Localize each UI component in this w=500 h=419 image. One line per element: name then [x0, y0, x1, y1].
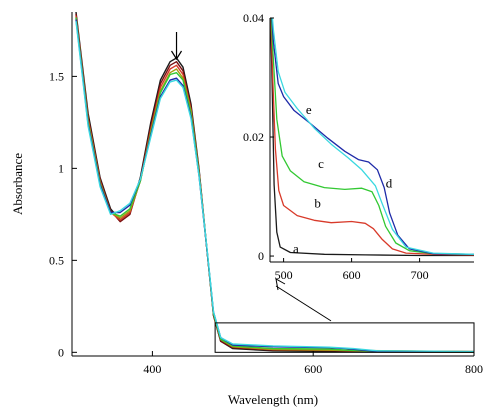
- inset-plot: 500 600 700 0 0.02 0.04 a b c d e: [243, 11, 475, 322]
- inset-series-c: [270, 18, 474, 255]
- main-y-tick-label: 1.5: [49, 69, 64, 83]
- main-y-axis-title: Absorbance: [10, 153, 25, 215]
- inset-curve-label-b: b: [314, 196, 321, 211]
- inset-pointer-head: [275, 278, 286, 291]
- main-y-tick-label: 0: [58, 345, 64, 359]
- inset-series-a: [270, 18, 474, 257]
- main-x-axis-title: Wavelength (nm): [228, 392, 318, 407]
- inset-series-group: [270, 18, 474, 257]
- inset-series-b: [270, 18, 474, 256]
- peak-arrow-head: [171, 50, 183, 61]
- zoom-box: [214, 322, 475, 353]
- inset-curve-label-d: d: [386, 175, 393, 190]
- main-series-cyan: [75, 21, 474, 353]
- inset-curve-label-a: a: [293, 241, 299, 256]
- inset-series-e: [271, 18, 474, 255]
- inset-y-tick-label: 0.02: [243, 130, 264, 144]
- main-series-group: [75, 12, 474, 353]
- inset-y-tick-label: 0: [258, 249, 264, 263]
- inset-x-tick-label: 600: [343, 268, 361, 282]
- inset-pointer-line: [275, 285, 332, 322]
- inset-x-tick-label: 700: [411, 268, 429, 282]
- main-series-green: [75, 17, 474, 353]
- inset-curve-label-c: c: [318, 156, 324, 171]
- main-x-tick-label: 400: [143, 362, 161, 376]
- main-x-tick-label: 800: [465, 362, 483, 376]
- inset-curve-label-e: e: [306, 102, 312, 117]
- inset-background: [269, 14, 475, 286]
- inset-series-d: [271, 18, 474, 255]
- main-y-tick-label: 1: [58, 161, 64, 175]
- main-x-tick-label: 600: [304, 362, 322, 376]
- main-plot: 400 600 800 0 0.5 1 1.5 Wavelength (nm) Absorban…: [10, 12, 483, 407]
- inset-y-tick-label: 0.04: [243, 11, 264, 25]
- inset-x-tick-label: 500: [275, 268, 293, 282]
- main-y-tick-label: 0.5: [49, 253, 64, 267]
